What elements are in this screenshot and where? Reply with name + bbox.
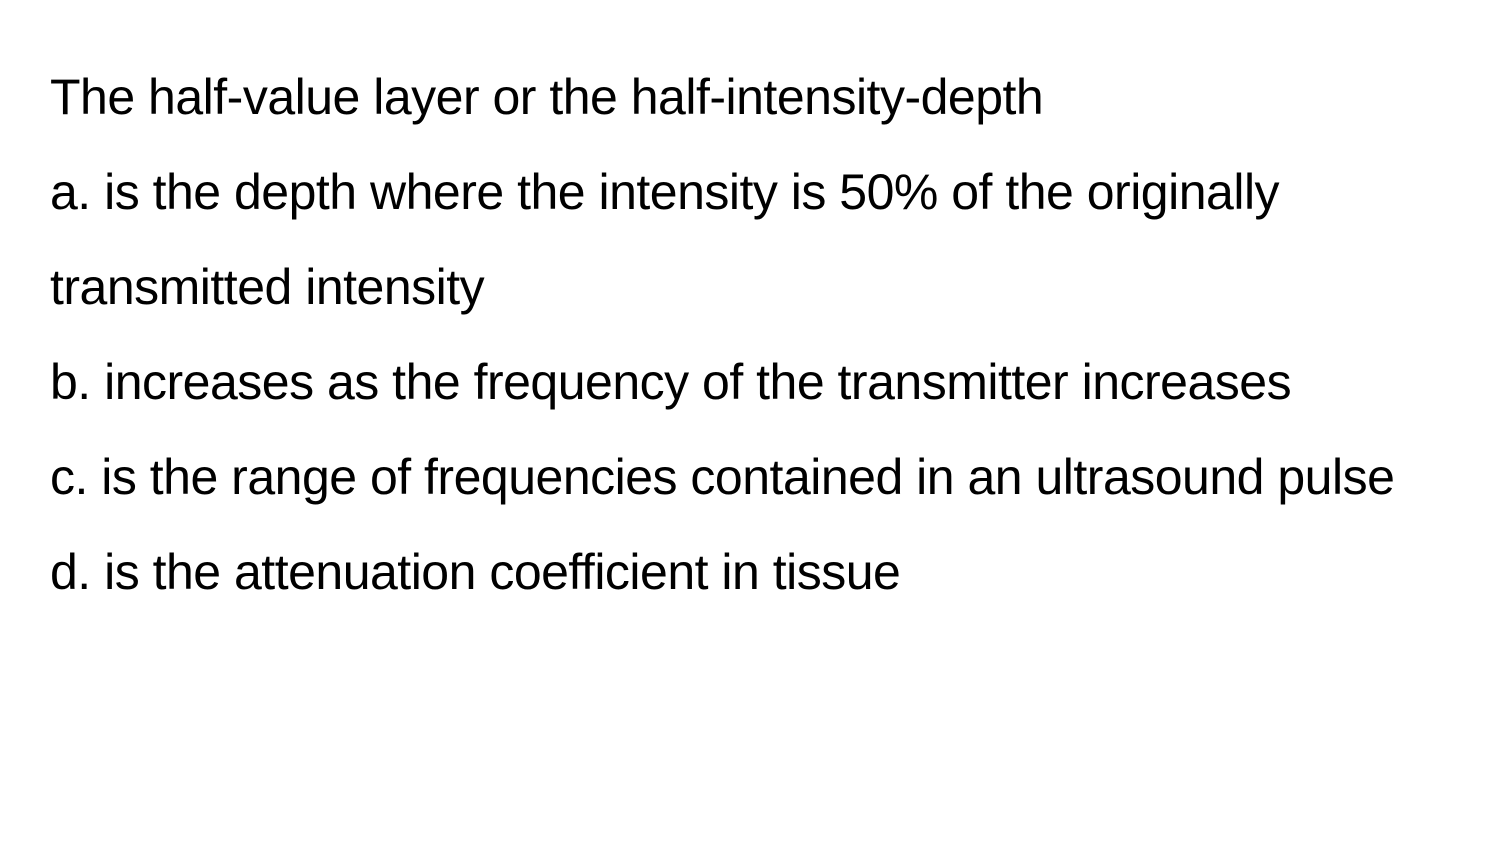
option-d: d. is the attenuation coefficient in tis… xyxy=(50,525,1440,620)
option-c: c. is the range of frequencies contained… xyxy=(50,430,1440,525)
option-a: a. is the depth where the intensity is 5… xyxy=(50,145,1440,335)
question-stem: The half-value layer or the half-intensi… xyxy=(50,50,1440,145)
option-b: b. increases as the frequency of the tra… xyxy=(50,335,1440,430)
question-block: The half-value layer or the half-intensi… xyxy=(0,0,1500,670)
